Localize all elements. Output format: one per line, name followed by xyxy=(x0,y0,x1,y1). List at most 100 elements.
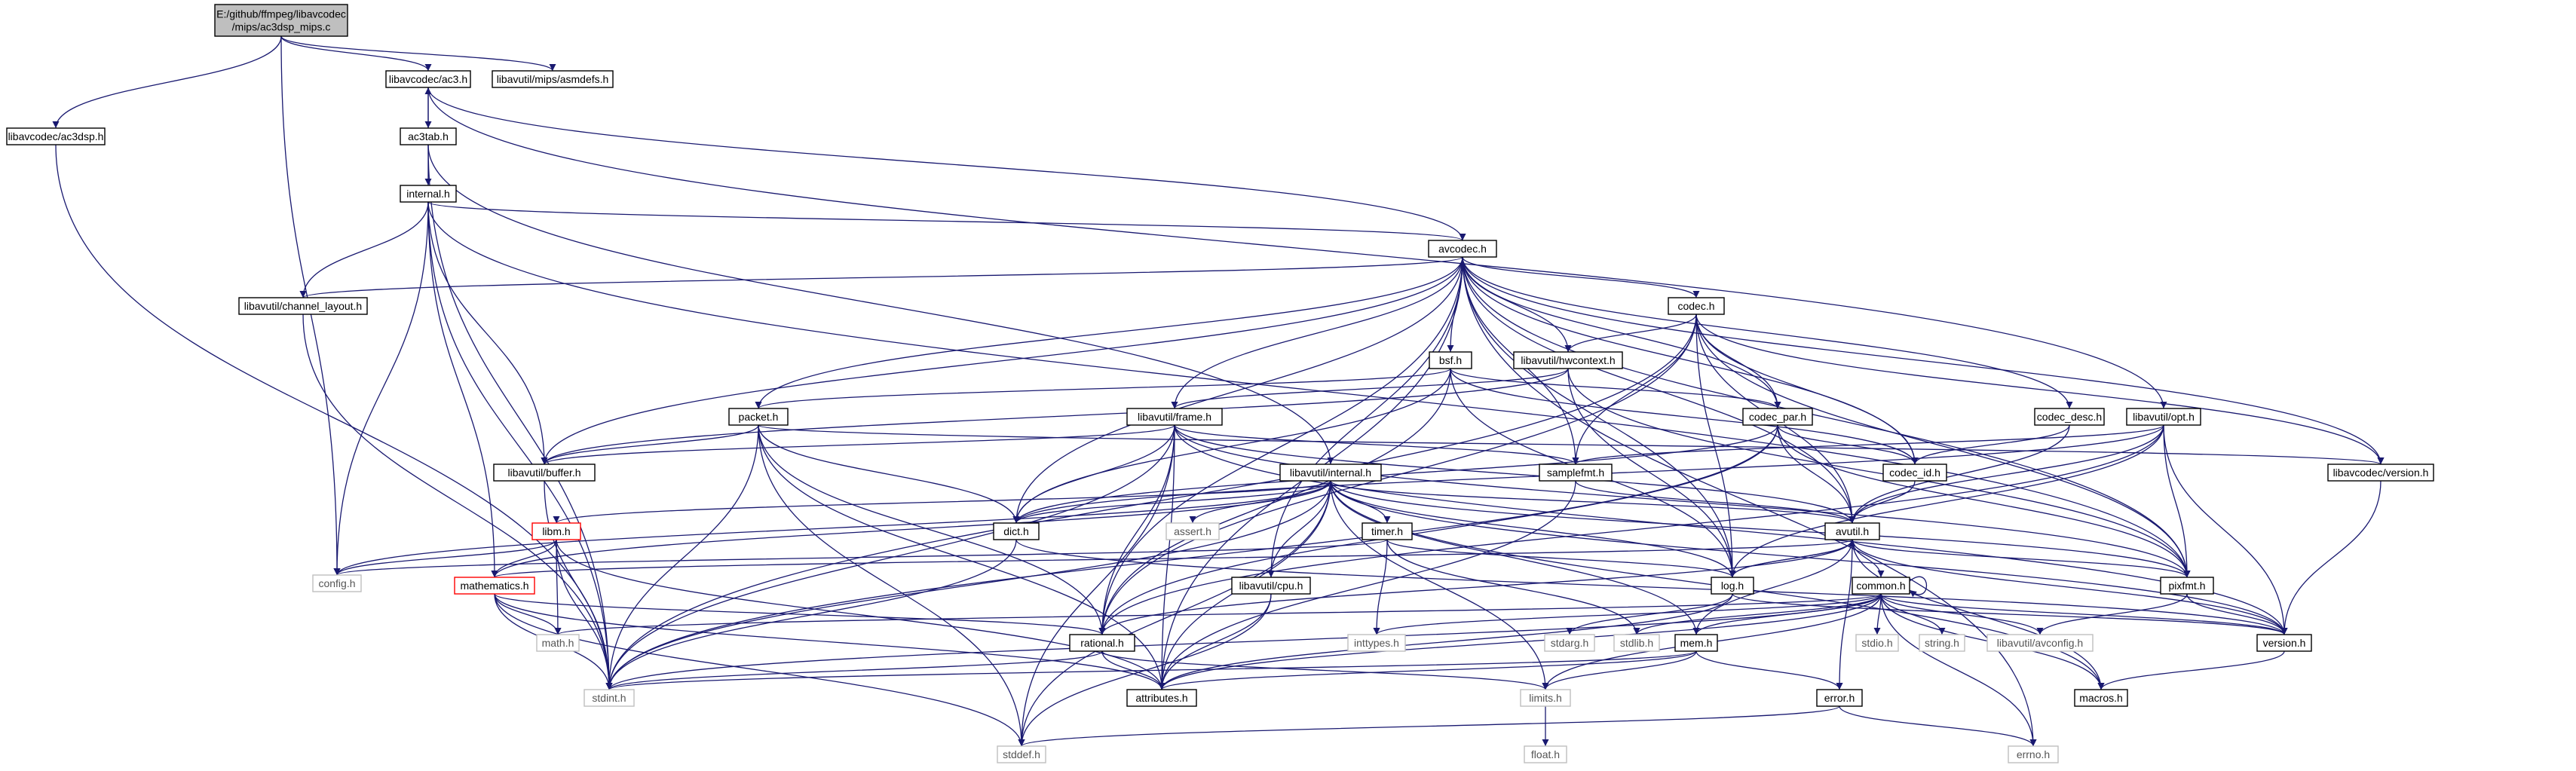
edge-log-to-avutil xyxy=(1732,539,1856,578)
node-label: macros.h xyxy=(2079,692,2123,704)
node-log[interactable]: log.h xyxy=(1711,577,1754,595)
edge-opt-to-rational xyxy=(1098,424,2164,635)
node-macros[interactable]: macros.h xyxy=(2074,689,2128,707)
node-packet[interactable]: packet.h xyxy=(728,408,789,426)
node-stdio[interactable]: stdio.h xyxy=(1855,634,1899,652)
node-error[interactable]: error.h xyxy=(1816,689,1863,707)
node-box xyxy=(238,297,368,315)
node-attributes[interactable]: attributes.h xyxy=(1126,689,1197,707)
edge-avcodec-to-packet xyxy=(755,256,1463,409)
node-rational[interactable]: rational.h xyxy=(1069,634,1135,652)
node-float[interactable]: float.h xyxy=(1524,745,1567,763)
node-stdint[interactable]: stdint.h xyxy=(584,689,635,707)
node-box xyxy=(728,408,789,426)
node-label: codec.h xyxy=(1677,300,1714,312)
edge-frame-to-samplefmt xyxy=(1174,424,1579,465)
edge-avutil-to-common xyxy=(1852,539,1885,578)
edge-libm-to-attributes xyxy=(556,539,1165,690)
node-label: codec_par.h xyxy=(1749,411,1806,423)
edge-root-to-asmdefs xyxy=(280,35,556,72)
node-box xyxy=(531,522,581,540)
edge-codec-to-codecid xyxy=(1695,314,1919,465)
node-chlayout[interactable]: libavutil/channel_layout.h xyxy=(238,297,368,315)
node-samplefmt[interactable]: samplefmt.h xyxy=(1539,464,1613,482)
edge-error-to-errno xyxy=(1839,705,2037,747)
node-mathematics[interactable]: mathematics.h xyxy=(454,577,535,595)
edge-samplefmt-to-avutil xyxy=(1575,480,1856,524)
edge-packet-to-avver xyxy=(758,424,2384,465)
node-codecid[interactable]: codec_id.h xyxy=(1882,464,1947,482)
edge-bsf-to-rational xyxy=(1098,368,1451,635)
edge-mem-to-attributes xyxy=(1158,650,1697,690)
node-label: stdarg.h xyxy=(1551,637,1589,649)
node-errno[interactable]: errno.h xyxy=(2008,745,2059,763)
node-box xyxy=(1674,634,1718,652)
node-label: math.h xyxy=(542,637,574,649)
node-codecpar[interactable]: codec_par.h xyxy=(1742,408,1813,426)
node-string[interactable]: string.h xyxy=(1919,634,1965,652)
node-avutil[interactable]: avutil.h xyxy=(1824,522,1880,540)
node-uinternal[interactable]: libavutil/internal.h xyxy=(1279,464,1382,482)
edge-opt-to-samplefmt xyxy=(1572,424,2164,465)
node-asmdefs[interactable]: libavutil/mips/asmdefs.h xyxy=(492,70,614,88)
node-limits[interactable]: limits.h xyxy=(1520,689,1571,707)
node-assert[interactable]: assert.h xyxy=(1165,522,1220,540)
node-avcodec[interactable]: avcodec.h xyxy=(1428,240,1497,258)
node-dict[interactable]: dict.h xyxy=(993,522,1040,540)
node-stdarg[interactable]: stdarg.h xyxy=(1544,634,1595,652)
edge-dict-to-version xyxy=(1015,539,2288,635)
node-stdlib[interactable]: stdlib.h xyxy=(1613,634,1660,652)
node-frame[interactable]: libavutil/frame.h xyxy=(1126,408,1223,426)
node-ac3dsp[interactable]: libavcodec/ac3dsp.h xyxy=(6,127,106,145)
node-avconfig[interactable]: libavutil/avconfig.h xyxy=(1986,634,2094,652)
edge-codec-to-stdint xyxy=(605,314,1697,690)
edge-avutil-to-macros xyxy=(1852,539,2105,690)
edge-libm-to-mathh xyxy=(554,539,562,635)
edge-rational-to-stdint xyxy=(605,650,1103,690)
node-box xyxy=(1429,351,1472,369)
node-label: libavutil/cpu.h xyxy=(1239,580,1303,592)
node-cpu[interactable]: libavutil/cpu.h xyxy=(1231,577,1311,595)
node-box xyxy=(1520,689,1571,707)
node-libm[interactable]: libm.h xyxy=(531,522,581,540)
edge-frame-to-version xyxy=(1174,424,2288,635)
node-timer[interactable]: timer.h xyxy=(1362,522,1413,540)
edge-internal-to-mathematics xyxy=(427,201,498,578)
node-ac3tab[interactable]: ac3tab.h xyxy=(400,127,457,145)
node-config[interactable]: config.h xyxy=(312,574,362,592)
edge-avcodec-to-pixfmt xyxy=(1462,256,2191,578)
node-opt[interactable]: libavutil/opt.h xyxy=(2126,408,2201,426)
node-hwctx[interactable]: libavutil/hwcontext.h xyxy=(1513,351,1623,369)
node-label: internal.h xyxy=(406,188,450,200)
node-common[interactable]: common.h xyxy=(1852,577,1910,595)
node-pixfmt[interactable]: pixfmt.h xyxy=(2160,577,2214,595)
node-bsf[interactable]: bsf.h xyxy=(1429,351,1472,369)
edge-bsf-to-codecid xyxy=(1450,368,1919,465)
node-version[interactable]: version.h xyxy=(2256,634,2312,652)
node-label: libavutil/avconfig.h xyxy=(1997,637,2083,649)
node-root[interactable]: E:/github/ffmpeg/libavcodec/mips/ac3dsp_… xyxy=(214,4,348,37)
node-label: libavutil/buffer.h xyxy=(507,467,580,479)
node-label: libm.h xyxy=(542,525,570,537)
edge-chlayout-to-stdint xyxy=(302,314,613,690)
node-mem[interactable]: mem.h xyxy=(1674,634,1718,652)
edge-avcodec-to-frame xyxy=(1171,256,1463,409)
edge-mathematics-to-mathh xyxy=(494,593,562,635)
edge-mathematics-to-attributes xyxy=(494,593,1165,690)
node-avver[interactable]: libavcodec/version.h xyxy=(2327,464,2434,482)
node-label: stdlib.h xyxy=(1620,637,1653,649)
node-codecdesc[interactable]: codec_desc.h xyxy=(2034,408,2105,426)
edge-timer-to-stdlib xyxy=(1386,539,1640,635)
edge-avutil-to-pixfmt xyxy=(1852,539,2191,578)
node-stddef[interactable]: stddef.h xyxy=(997,745,1046,763)
edge-avcodec-to-buffer xyxy=(541,256,1463,465)
edge-opt-to-pixfmt xyxy=(2163,424,2191,578)
node-mathh[interactable]: math.h xyxy=(536,634,580,652)
node-internal[interactable]: internal.h xyxy=(400,185,457,203)
edge-rational-to-limits xyxy=(1101,650,1549,690)
node-codec[interactable]: codec.h xyxy=(1668,297,1725,315)
node-ac3h[interactable]: libavcodec/ac3.h xyxy=(385,70,471,88)
node-inttypes[interactable]: inttypes.h xyxy=(1347,634,1406,652)
node-buffer[interactable]: libavutil/buffer.h xyxy=(493,464,596,482)
